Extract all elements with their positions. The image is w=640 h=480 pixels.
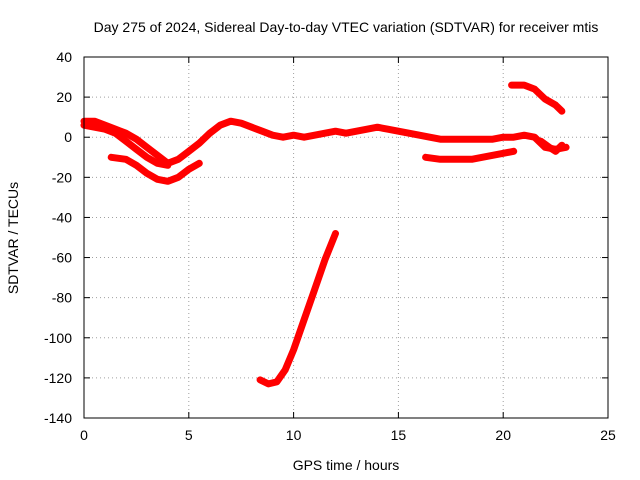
x-tick-label: 10	[286, 427, 302, 443]
y-tick-label: 40	[56, 49, 72, 65]
series-track-main	[80, 117, 570, 167]
chart-title: Day 275 of 2024, Sidereal Day-to-day VTE…	[94, 19, 599, 35]
y-tick-label: 20	[56, 89, 72, 105]
y-tick-label: 0	[64, 129, 72, 145]
y-tick-label: -20	[52, 169, 72, 185]
y-tick-label: -120	[44, 370, 72, 386]
x-tick-label: 25	[600, 427, 616, 443]
tick-labels: 0 5 10 15 20 25 -140 -120 -100 -80 -60 -40 -20 0 20 40	[44, 49, 616, 443]
series-track-e	[508, 81, 566, 115]
grid	[84, 57, 608, 418]
x-tick-label: 0	[80, 427, 88, 443]
series-track-f	[537, 137, 566, 155]
y-tick-label: -140	[44, 410, 72, 426]
y-tick-label: -80	[52, 290, 72, 306]
series-track-d	[422, 147, 518, 163]
y-tick-label: -100	[44, 330, 72, 346]
x-tick-label: 5	[185, 427, 193, 443]
y-axis-label: SDTVAR / TECUs	[5, 182, 21, 294]
x-tick-label: 20	[495, 427, 511, 443]
x-tick-label: 15	[391, 427, 407, 443]
x-axis-label: GPS time / hours	[293, 457, 400, 473]
axis-ticks	[83, 56, 609, 419]
y-tick-label: -60	[52, 250, 72, 266]
series-track-c	[256, 230, 339, 388]
y-tick-label: -40	[52, 209, 72, 225]
series-track-b	[107, 153, 203, 185]
plot-frame	[83, 56, 609, 419]
data-series	[80, 81, 570, 388]
series-track-a	[80, 121, 172, 169]
